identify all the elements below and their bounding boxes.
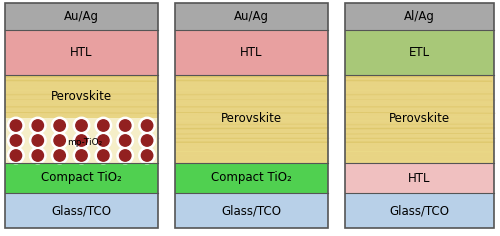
Text: Au/Ag: Au/Ag	[64, 10, 99, 23]
Text: mp-TiO₂: mp-TiO₂	[67, 138, 102, 147]
Bar	[175, 163, 328, 193]
Circle shape	[117, 147, 134, 164]
Text: Au/Ag: Au/Ag	[234, 10, 269, 23]
Bar	[5, 75, 158, 163]
Text: ETL: ETL	[409, 46, 430, 59]
Text: HTL: HTL	[408, 172, 431, 185]
Text: Compact TiO₂: Compact TiO₂	[41, 172, 122, 185]
Bar	[345, 3, 494, 228]
Text: Compact TiO₂: Compact TiO₂	[211, 172, 292, 185]
Circle shape	[76, 150, 87, 161]
Bar	[175, 3, 328, 30]
Bar	[175, 75, 328, 163]
Text: Perovskite: Perovskite	[389, 113, 450, 126]
Circle shape	[139, 117, 156, 134]
Circle shape	[142, 120, 153, 131]
Bar	[175, 3, 328, 228]
Text: HTL: HTL	[70, 46, 93, 59]
Text: Glass/TCO: Glass/TCO	[390, 204, 450, 217]
Circle shape	[52, 147, 68, 164]
Circle shape	[95, 117, 112, 134]
Bar	[5, 3, 158, 228]
Circle shape	[10, 150, 22, 161]
Bar	[345, 163, 494, 193]
Text: HTL: HTL	[240, 46, 263, 59]
Circle shape	[30, 132, 46, 149]
Text: Glass/TCO: Glass/TCO	[52, 204, 112, 217]
Circle shape	[76, 135, 87, 146]
Circle shape	[73, 147, 90, 164]
Circle shape	[139, 132, 156, 149]
Bar	[5, 30, 158, 75]
Circle shape	[10, 135, 22, 146]
Circle shape	[98, 135, 109, 146]
Text: Glass/TCO: Glass/TCO	[222, 204, 282, 217]
Circle shape	[142, 150, 153, 161]
Circle shape	[52, 132, 68, 149]
Bar	[5, 3, 158, 30]
Circle shape	[98, 150, 109, 161]
Circle shape	[30, 117, 46, 134]
Bar	[5, 193, 158, 228]
Circle shape	[32, 120, 44, 131]
Circle shape	[95, 147, 112, 164]
Bar	[175, 193, 328, 228]
Circle shape	[76, 120, 87, 131]
Circle shape	[98, 120, 109, 131]
Text: Perovskite: Perovskite	[221, 113, 282, 126]
Bar	[345, 75, 494, 163]
Circle shape	[30, 147, 46, 164]
Circle shape	[117, 132, 134, 149]
Bar	[5, 163, 158, 193]
Circle shape	[120, 135, 131, 146]
Circle shape	[139, 147, 156, 164]
Circle shape	[54, 135, 66, 146]
Circle shape	[142, 135, 153, 146]
Circle shape	[8, 147, 24, 164]
Text: Perovskite: Perovskite	[51, 90, 112, 103]
Circle shape	[95, 132, 112, 149]
Circle shape	[10, 120, 22, 131]
Circle shape	[73, 117, 90, 134]
Circle shape	[54, 120, 66, 131]
Circle shape	[73, 132, 90, 149]
Circle shape	[32, 135, 44, 146]
Circle shape	[54, 150, 66, 161]
Bar	[345, 3, 494, 30]
Bar	[345, 193, 494, 228]
Circle shape	[8, 132, 24, 149]
Circle shape	[120, 150, 131, 161]
Text: Al/Ag: Al/Ag	[404, 10, 435, 23]
Bar	[5, 118, 158, 163]
Circle shape	[8, 117, 24, 134]
Bar	[175, 30, 328, 75]
Circle shape	[117, 117, 134, 134]
Circle shape	[32, 150, 44, 161]
Circle shape	[120, 120, 131, 131]
Circle shape	[52, 117, 68, 134]
Bar	[345, 30, 494, 75]
